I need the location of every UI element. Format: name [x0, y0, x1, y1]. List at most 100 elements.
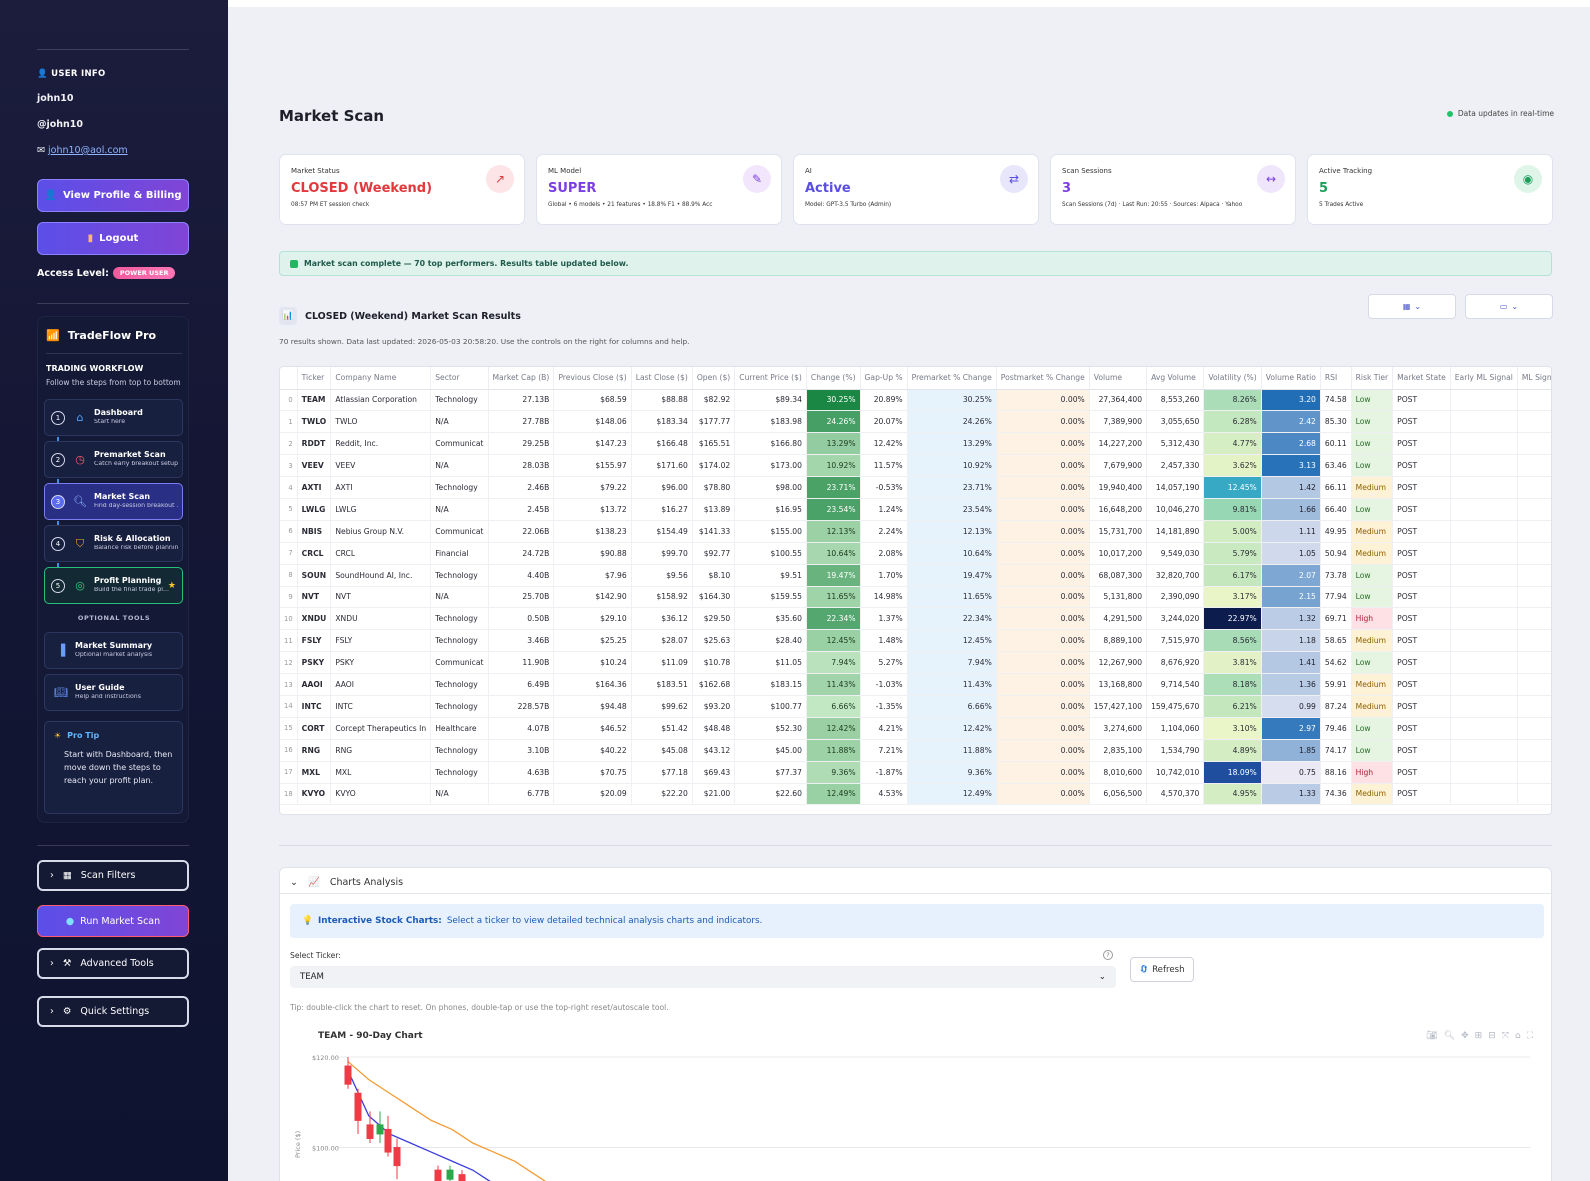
- zoom-out-icon[interactable]: ⊟: [1488, 1031, 1496, 1041]
- table-row[interactable]: 17 MXL MXL Technology 4.63B $70.75 $77.18 $69.4…: [280, 761, 1551, 784]
- target-icon: ◎: [75, 579, 85, 592]
- live-dot-icon: [1446, 110, 1453, 117]
- column-header[interactable]: Volume: [1089, 367, 1148, 390]
- camera-icon[interactable]: 📷︎: [1426, 1031, 1438, 1041]
- table-row[interactable]: 5 LWLG LWLG N/A 2.45B $13.72 $16.27 $13.89 $16.9…: [280, 498, 1551, 521]
- column-header[interactable]: Volume Ratio: [1261, 367, 1321, 390]
- table-cell: $142.90: [553, 586, 632, 609]
- table-cell: Low: [1351, 454, 1394, 478]
- y-tick-label: $100.00: [312, 1145, 339, 1153]
- column-header[interactable]: Volatility (%): [1203, 367, 1262, 390]
- quick-settings-expander[interactable]: › ⚙ Quick Settings: [37, 996, 189, 1027]
- price-chart[interactable]: $120.00 $100.00 Price ($): [290, 1048, 1540, 1181]
- table-cell: 10.92%: [806, 454, 861, 478]
- charts-analysis-header[interactable]: ⌄ 📈 Charts Analysis: [290, 877, 404, 888]
- refresh-button[interactable]: 🔄︎ Refresh: [1130, 957, 1194, 982]
- table-row[interactable]: 0 TEAM Atlassian Corporation Technology 27.1…: [280, 389, 1551, 412]
- column-header[interactable]: Market State: [1392, 367, 1451, 390]
- column-header[interactable]: Sector: [430, 367, 489, 390]
- step-risk-allocation[interactable]: 4 ⛉ Risk & Allocation Balance risk before p…: [44, 525, 183, 562]
- column-header[interactable]: Gap-Up %: [860, 367, 908, 390]
- column-header[interactable]: Current Price ($): [734, 367, 807, 390]
- table-cell: Medium: [1351, 629, 1394, 653]
- fullscreen-icon[interactable]: ⛶: [1526, 1031, 1533, 1041]
- mail-icon: ✉: [37, 145, 45, 156]
- table-cell: KVYO: [330, 783, 432, 806]
- run-market-scan-button[interactable]: ● Run Market Scan: [37, 905, 189, 937]
- table-cell: $98.00: [734, 476, 807, 499]
- table-cell: 1.36: [1261, 673, 1321, 696]
- results-table[interactable]: Ticker Company Name Sector Market Cap (B) Pr…: [279, 366, 1552, 815]
- logout-button[interactable]: ▮ Logout: [37, 222, 189, 255]
- table-cell: 30.25%: [907, 389, 997, 412]
- tool-market-summary[interactable]: ▐ Market Summary Optional market analysis: [44, 632, 183, 669]
- step-market-scan[interactable]: 3 🔍︎ Market Scan Find day-session breakout …: [44, 483, 183, 520]
- table-cell: [1517, 389, 1551, 412]
- table-row[interactable]: 12 PSKY PSKY Communicat 11.90B $10.24 $11.09 $1…: [280, 651, 1551, 675]
- table-row[interactable]: 14 INTC INTC Technology 228.57B $94.48 $99.62 $…: [280, 695, 1551, 718]
- help-control[interactable]: ▭ ⌄: [1465, 294, 1553, 319]
- table-cell: $99.62: [631, 695, 693, 718]
- table-cell: High: [1351, 607, 1394, 631]
- column-header[interactable]: RSI: [1320, 367, 1352, 390]
- column-header[interactable]: ML Signal: [1517, 367, 1551, 390]
- advanced-tools-expander[interactable]: › ⚒ Advanced Tools: [37, 948, 189, 979]
- table-cell: Nebius Group N.V.: [330, 520, 432, 543]
- autoscale-icon[interactable]: ⤧: [1501, 1031, 1509, 1041]
- column-header[interactable]: Premarket % Change: [907, 367, 997, 390]
- zoom-icon[interactable]: 🔍︎: [1443, 1031, 1456, 1041]
- table-cell: 77.94: [1320, 586, 1352, 609]
- table-cell: [1450, 783, 1518, 806]
- column-header[interactable]: Previous Close ($): [553, 367, 632, 390]
- table-row[interactable]: 16 RNG RNG Technology 3.10B $40.22 $45.08 $43.1…: [280, 739, 1551, 762]
- table-cell: 12.42%: [907, 717, 997, 740]
- table-row[interactable]: 6 NBIS Nebius Group N.V. Communicat 22.06B $1…: [280, 520, 1551, 543]
- table-row[interactable]: 4 AXTI AXTI Technology 2.46B $79.22 $96.00 $78.…: [280, 476, 1551, 499]
- table-cell: POST: [1392, 717, 1451, 740]
- column-header[interactable]: Company Name: [330, 367, 432, 390]
- column-header[interactable]: Avg Volume: [1146, 367, 1205, 390]
- column-header[interactable]: Ticker: [297, 367, 332, 390]
- table-cell: 60.11: [1320, 432, 1352, 456]
- table-cell: $16.95: [734, 498, 807, 521]
- tool-user-guide[interactable]: 📖︎ User Guide Help and instructions: [44, 674, 183, 711]
- step-dashboard[interactable]: 1 ⌂ Dashboard Start here: [44, 399, 183, 436]
- step-profit-planning[interactable]: 5 ◎ Profit Planning Build the final trade p…: [44, 567, 183, 604]
- table-row[interactable]: 13 AAOI AAOI Technology 6.49B $164.36 $183.51 $…: [280, 673, 1551, 696]
- column-header[interactable]: Risk Tier: [1351, 367, 1394, 390]
- table-cell: 3: [280, 454, 298, 478]
- table-row[interactable]: 9 NVT NVT N/A 25.70B $142.90 $158.92 $164.30 $15…: [280, 586, 1551, 609]
- pan-icon[interactable]: ✥: [1461, 1031, 1469, 1041]
- zoom-in-icon[interactable]: ⊞: [1474, 1031, 1483, 1041]
- column-header[interactable]: Early ML Signal: [1450, 367, 1518, 390]
- table-cell: Medium: [1351, 520, 1394, 543]
- user-email-link[interactable]: john10@aol.com: [48, 145, 128, 156]
- help-icon[interactable]: ?: [1103, 950, 1113, 960]
- table-row[interactable]: 18 KVYO KVYO N/A 6.77B $20.09 $22.20 $21.00 $22.…: [280, 783, 1551, 806]
- home-icon[interactable]: ⌂: [1514, 1031, 1521, 1041]
- table-row[interactable]: 2 RDDT Reddit, Inc. Communicat 29.25B $147.23…: [280, 432, 1551, 456]
- table-row[interactable]: 15 CORT Corcept Therapeutics In Healthcare 4…: [280, 717, 1551, 740]
- columns-control[interactable]: ▦ ⌄: [1368, 294, 1456, 319]
- column-header[interactable]: Open ($): [692, 367, 736, 390]
- table-cell: POST: [1392, 695, 1451, 718]
- step-premarket-scan[interactable]: 2 ◷ Premarket Scan Catch early breakout set…: [44, 441, 183, 478]
- table-row[interactable]: 7 CRCL CRCL Financial 24.72B $90.88 $99.70 $92.…: [280, 542, 1551, 565]
- view-profile-button[interactable]: 👤 View Profile & Billing: [37, 179, 189, 212]
- table-row[interactable]: 10 XNDU XNDU Technology 0.50B $29.10 $36.12 $29…: [280, 607, 1551, 631]
- ticker-select[interactable]: TEAM ⌄: [290, 966, 1116, 988]
- column-header[interactable]: Change (%): [806, 367, 861, 390]
- table-row[interactable]: 1 TWLO TWLO N/A 27.78B $148.06 $183.34 $177.77 $…: [280, 410, 1551, 434]
- table-row[interactable]: 11 FSLY FSLY Technology 3.46B $25.25 $28.07 $25…: [280, 629, 1551, 653]
- column-header[interactable]: Market Cap (B): [488, 367, 555, 390]
- column-header[interactable]: Last Close ($): [631, 367, 693, 390]
- scan-filters-expander[interactable]: › ▦ Scan Filters: [37, 860, 189, 891]
- table-row[interactable]: 8 SOUN SoundHound AI, Inc. Technology 4.40B $…: [280, 564, 1551, 587]
- column-header[interactable]: [280, 367, 298, 390]
- table-cell: $51.42: [631, 717, 693, 740]
- table-row[interactable]: 3 VEEV VEEV N/A 28.03B $155.97 $171.60 $174.02 $…: [280, 454, 1551, 478]
- table-cell: 0.00%: [996, 498, 1090, 521]
- column-header[interactable]: Postmarket % Change: [996, 367, 1090, 390]
- pro-tip-text: Start with Dashboard, then move down the…: [64, 750, 173, 785]
- table-cell: 2.97: [1261, 717, 1321, 740]
